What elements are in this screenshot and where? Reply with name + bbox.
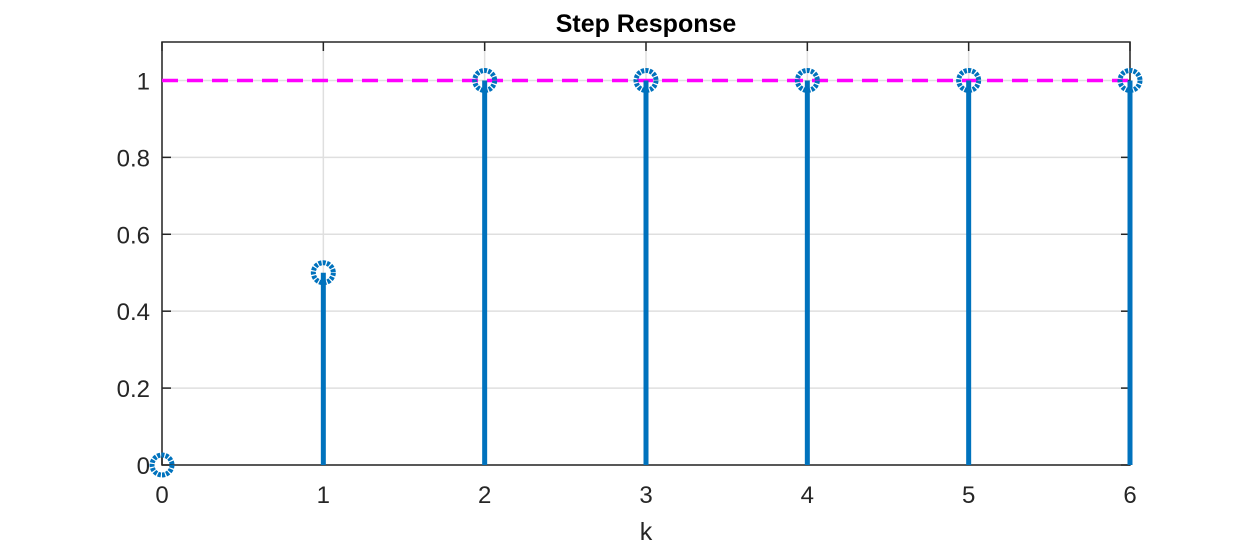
y-tick-label: 0.2 bbox=[117, 376, 150, 403]
x-tick-label: 2 bbox=[478, 482, 491, 509]
y-tick-label: 0.4 bbox=[117, 299, 150, 326]
stem-marker bbox=[472, 67, 498, 93]
stem-marker bbox=[633, 67, 659, 93]
tick-labels: 0 1 2 3 4 5 6 0 0.2 0.4 0.6 0.8 1 bbox=[117, 68, 1137, 509]
x-tick-label: 4 bbox=[801, 482, 814, 509]
x-axis-label: k bbox=[640, 518, 653, 546]
stems bbox=[149, 67, 1143, 478]
x-tick-label: 3 bbox=[639, 482, 652, 509]
y-tick-label: 1 bbox=[137, 68, 150, 95]
stem-marker bbox=[794, 67, 820, 93]
y-tick-label: 0.6 bbox=[117, 222, 150, 249]
stem-marker bbox=[1117, 67, 1143, 93]
x-tick-label: 0 bbox=[155, 482, 168, 509]
y-tick-label: 0 bbox=[137, 453, 150, 480]
chart-title: Step Response bbox=[556, 10, 737, 38]
stem-marker bbox=[149, 452, 175, 478]
stem-marker bbox=[956, 67, 982, 93]
x-tick-label: 6 bbox=[1123, 482, 1136, 509]
y-tick-label: 0.8 bbox=[117, 145, 150, 172]
x-tick-label: 1 bbox=[317, 482, 330, 509]
stem-marker bbox=[310, 260, 336, 286]
x-tick-label: 5 bbox=[962, 482, 975, 509]
